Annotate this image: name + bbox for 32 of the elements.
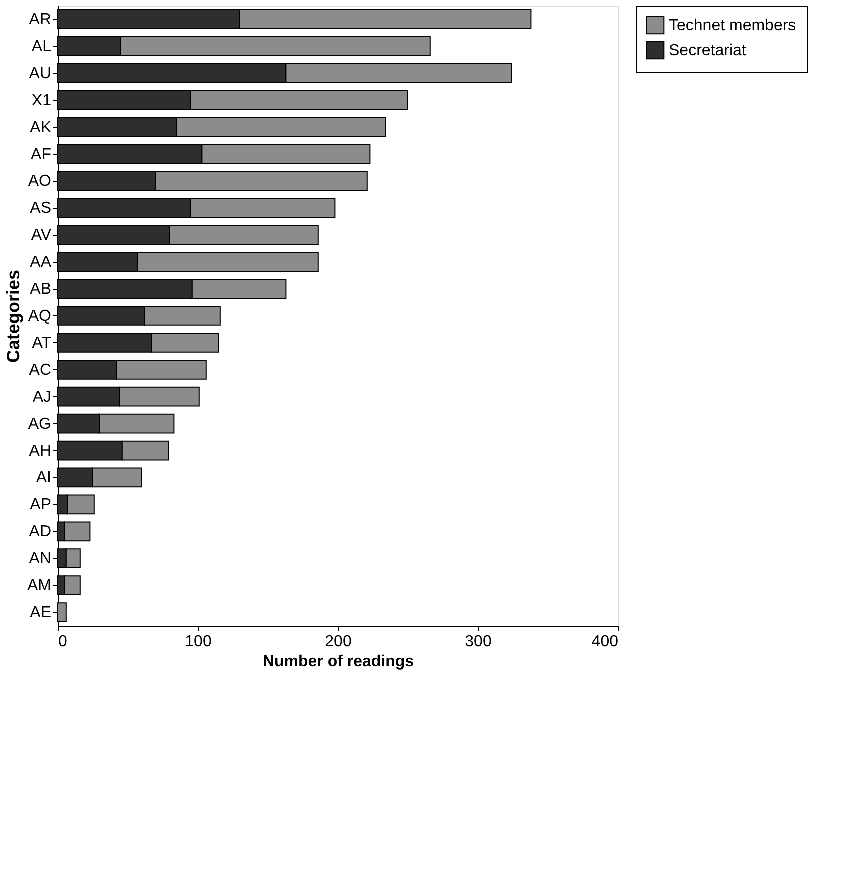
y-tick-label: AH [29, 442, 52, 460]
y-tick-label: AC [29, 362, 52, 379]
y-tick-label: AM [28, 578, 52, 595]
x-tick-label: 300 [465, 634, 492, 650]
y-tick-label: AU [29, 65, 52, 82]
y-tick-label: AS [30, 200, 52, 218]
y-tick-label: AK [30, 119, 52, 136]
x-tick-label: 100 [185, 634, 212, 650]
y-tick-label: AR [29, 11, 52, 28]
x-tick-label: 200 [325, 634, 352, 650]
legend-label: Technet members [669, 18, 796, 34]
y-tick-label: X1 [32, 92, 52, 110]
y-tick-label: AG [28, 416, 52, 433]
legend-label: Secretariat [669, 42, 747, 60]
y-tick-label: AV [31, 227, 52, 244]
y-tick-label: AQ [28, 308, 52, 325]
y-tick-label: AO [28, 173, 52, 190]
y-tick-label: AL [32, 38, 52, 56]
x-axis-title: Number of readings [262, 654, 414, 670]
y-axis-title: Categories [4, 270, 24, 364]
y-tick-label: AE [30, 604, 52, 622]
y-tick-label: AD [29, 524, 52, 541]
y-tick-label: AA [30, 254, 52, 272]
x-tick-label: 0 [58, 634, 68, 650]
y-tick-label: AB [30, 281, 52, 298]
y-tick-label: AN [29, 550, 52, 568]
y-tick-label: AT [32, 334, 52, 352]
y-tick-label: AI [36, 470, 52, 487]
y-tick-label: AF [31, 146, 52, 164]
y-tick-label: AJ [32, 388, 52, 406]
x-tick-label: 400 [592, 634, 619, 650]
y-tick-label: AP [30, 496, 52, 514]
